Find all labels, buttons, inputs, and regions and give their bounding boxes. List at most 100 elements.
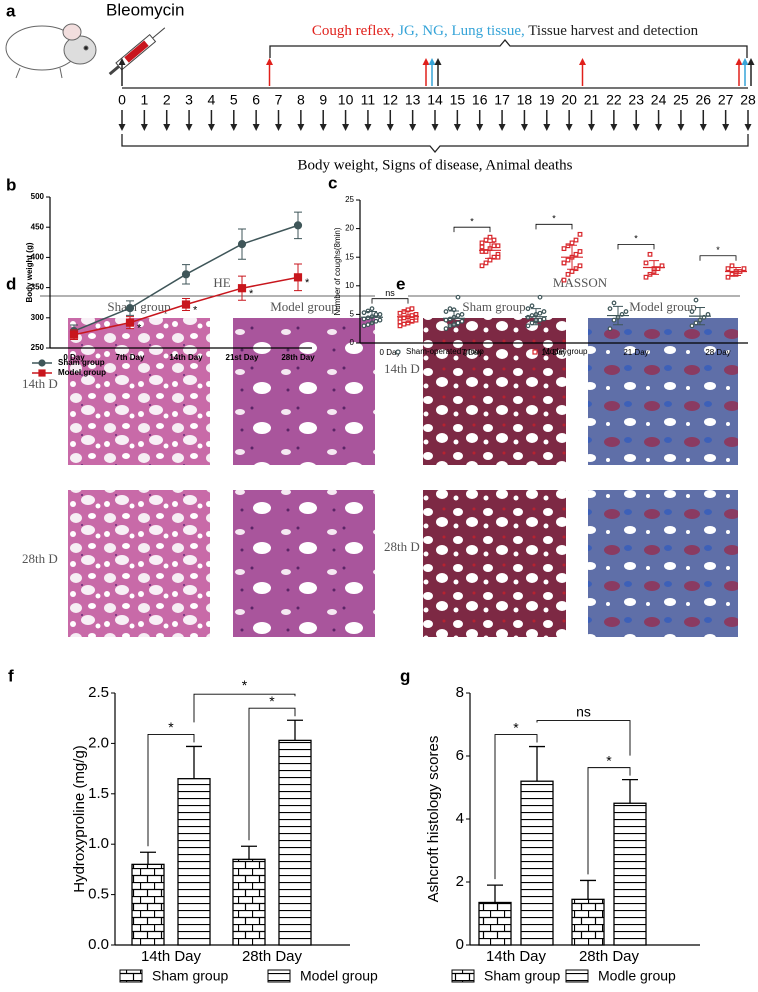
data-point bbox=[643, 260, 649, 266]
comparison-bracket bbox=[371, 298, 409, 304]
error-bar bbox=[449, 310, 459, 327]
data-point bbox=[693, 297, 699, 303]
arrow-head bbox=[252, 124, 260, 131]
y-tick-label: 6 bbox=[456, 747, 464, 764]
day-label: 6 bbox=[252, 92, 260, 108]
y-tick-label: 5 bbox=[350, 310, 355, 319]
micrograph bbox=[68, 318, 210, 465]
tissue-arrow bbox=[741, 58, 749, 86]
error-bar bbox=[487, 884, 503, 903]
bar bbox=[478, 901, 512, 946]
comparison-bracket bbox=[536, 720, 631, 756]
comparison-label: * bbox=[168, 719, 174, 735]
data-point bbox=[525, 323, 531, 329]
data-point bbox=[447, 306, 453, 312]
x-tick-label: 7th Day bbox=[116, 353, 145, 362]
significance: * bbox=[305, 277, 310, 289]
y-tick-label: 10 bbox=[345, 281, 354, 290]
error-bar bbox=[186, 745, 202, 779]
data-point bbox=[525, 306, 531, 312]
data-point bbox=[577, 249, 583, 254]
arrow-head bbox=[207, 124, 215, 131]
day-arrow bbox=[744, 110, 752, 131]
y-axis-label: Number of coughs(8min) bbox=[333, 227, 342, 315]
data-point bbox=[565, 257, 571, 263]
x-tick-label: 7 Day bbox=[462, 348, 483, 357]
arrow-head bbox=[476, 124, 484, 131]
data-point bbox=[293, 221, 303, 230]
arrow-head bbox=[453, 124, 461, 131]
day-label: 19 bbox=[539, 92, 555, 108]
arrow-head bbox=[520, 124, 528, 131]
cough-arrow bbox=[266, 58, 273, 86]
comparison-label: * bbox=[634, 234, 638, 244]
x-tick-label: 14th Day bbox=[486, 948, 547, 965]
day-arrow bbox=[655, 110, 663, 131]
day-arrow bbox=[520, 110, 528, 131]
data-point bbox=[181, 300, 191, 309]
arrow-head bbox=[230, 124, 238, 131]
error-bar bbox=[622, 778, 638, 804]
data-point bbox=[529, 303, 535, 309]
day-label: 25 bbox=[673, 92, 689, 108]
y-axis-label: Ashcroft histology scores bbox=[425, 736, 442, 903]
day-label: 14 bbox=[427, 92, 443, 108]
row-label: 14th D bbox=[384, 361, 420, 376]
data-point bbox=[373, 312, 379, 317]
data-point bbox=[573, 266, 579, 272]
day-arrow bbox=[476, 110, 484, 131]
comparison-bracket bbox=[147, 733, 195, 847]
data-point bbox=[561, 277, 567, 283]
data-point bbox=[569, 269, 575, 274]
arrow-head bbox=[434, 58, 442, 65]
data-point bbox=[623, 309, 629, 314]
data-point bbox=[561, 246, 567, 252]
legend-label: Model group bbox=[58, 368, 106, 377]
day-arrow bbox=[386, 110, 394, 131]
y-tick-label: 20 bbox=[345, 224, 354, 233]
top-labels: Cough reflex, JG, NG, Lung tissue, Tissu… bbox=[312, 23, 699, 39]
x-tick-label: 28th Day bbox=[579, 948, 640, 965]
day-arrow bbox=[163, 110, 171, 131]
bar bbox=[278, 739, 312, 946]
bar bbox=[232, 858, 266, 946]
arrow-head bbox=[118, 58, 126, 65]
data-point bbox=[479, 263, 485, 269]
panel-letter: a bbox=[6, 1, 16, 20]
day-label: 17 bbox=[494, 92, 510, 108]
day-label: 0 bbox=[118, 92, 126, 108]
row-label: 14th D bbox=[22, 376, 58, 391]
arrow-head bbox=[722, 124, 730, 131]
y-tick-label: 25 bbox=[345, 195, 354, 204]
arrow-head bbox=[632, 124, 640, 131]
day-arrow bbox=[588, 110, 595, 131]
y-tick-label: 2.5 bbox=[88, 684, 109, 701]
day-arrow bbox=[140, 110, 148, 131]
legend-marker bbox=[38, 369, 46, 377]
arrow-head bbox=[744, 124, 752, 131]
day-label: 27 bbox=[718, 92, 734, 108]
error-bar bbox=[241, 845, 257, 860]
panel-letter: e bbox=[396, 274, 405, 293]
data-point bbox=[377, 312, 383, 317]
data-point bbox=[537, 310, 543, 316]
day-arrow bbox=[632, 110, 640, 131]
data-point bbox=[181, 270, 191, 279]
cough-arrow bbox=[422, 58, 430, 86]
column-label: Sham group bbox=[107, 299, 170, 314]
data-point bbox=[125, 304, 135, 313]
day-label: 8 bbox=[297, 92, 305, 108]
arrow-head bbox=[185, 124, 193, 131]
data-point bbox=[491, 243, 497, 249]
data-point bbox=[483, 260, 489, 266]
significance: * bbox=[249, 288, 254, 300]
y-tick-label: 400 bbox=[31, 253, 45, 262]
x-tick-label: 14 Day bbox=[541, 348, 566, 357]
arrow-head bbox=[747, 58, 755, 65]
data-point bbox=[479, 240, 485, 246]
legend-marker bbox=[395, 349, 401, 355]
error-bar bbox=[531, 308, 541, 326]
micrograph bbox=[588, 318, 738, 465]
y-tick-label: 2 bbox=[456, 873, 464, 890]
arrow-head bbox=[428, 58, 436, 65]
